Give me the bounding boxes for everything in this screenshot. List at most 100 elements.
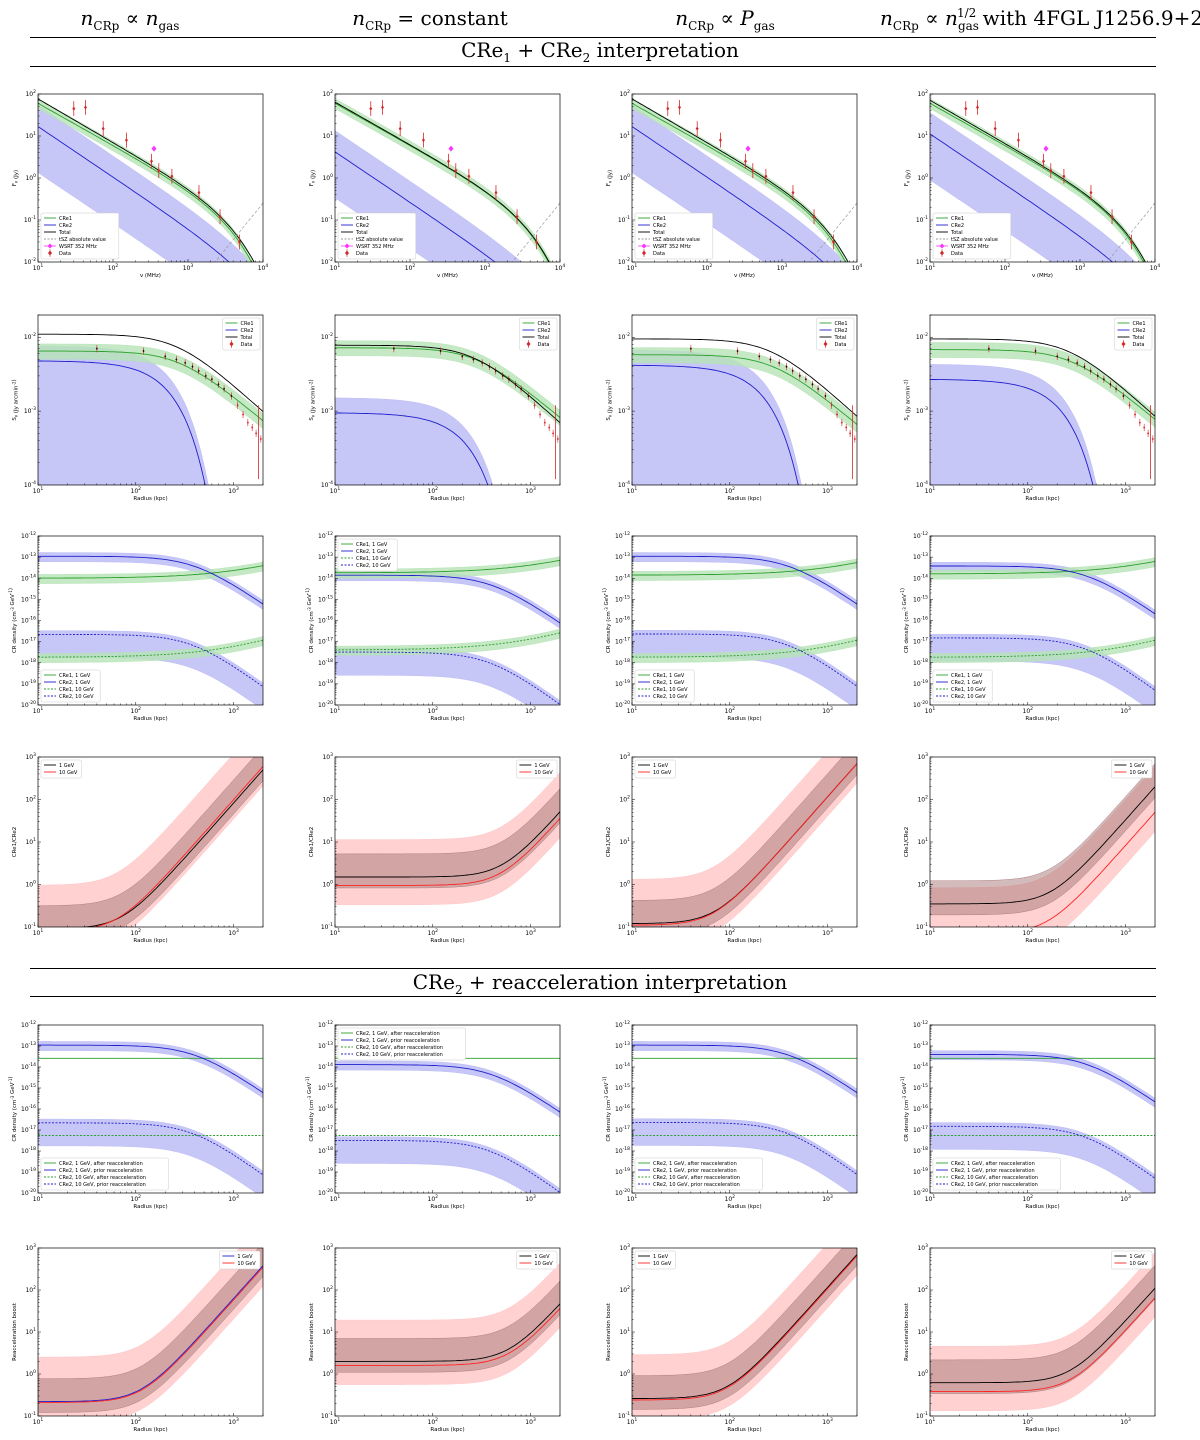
x-tick-label: 101 xyxy=(33,928,44,937)
red-band-outer xyxy=(930,766,1155,927)
y-tick-label: 10-17 xyxy=(615,1125,630,1134)
dark-band xyxy=(632,1248,857,1410)
y-tick-label: 102 xyxy=(619,795,630,804)
y-axis-label: Sν (Jy arcmin-2) xyxy=(904,379,912,420)
x-tick-label: 103 xyxy=(228,1194,239,1203)
y-axis-label: CRe1/CRe2 xyxy=(12,827,18,857)
data-point xyxy=(501,374,504,378)
x-tick-label: 103 xyxy=(1120,928,1131,937)
legend-label: Data xyxy=(1133,342,1145,348)
y-tick-label: 10-17 xyxy=(318,637,333,646)
data-point xyxy=(197,369,200,373)
cre1-10gev-line xyxy=(335,632,560,651)
x-axis-label: Radius (kpc) xyxy=(727,716,761,722)
cre1-10gev-band xyxy=(335,628,560,656)
y-tick-label: 10-17 xyxy=(21,637,36,646)
y-tick-label: 101 xyxy=(25,1327,36,1336)
cre2-line xyxy=(38,360,206,485)
x-tick-label: 103 xyxy=(1075,263,1086,272)
x-tick-label: 102 xyxy=(725,486,736,495)
y-tick-label: 10-18 xyxy=(318,1146,333,1155)
y-tick-label: 100 xyxy=(917,880,928,889)
cre2-band xyxy=(632,349,802,485)
y-tick-label: 100 xyxy=(917,1369,928,1378)
column-header-2: nCRp = constant xyxy=(352,6,508,33)
legend-marker xyxy=(641,243,647,249)
data-point xyxy=(223,387,226,391)
y-tick-label: 10-2 xyxy=(618,257,630,266)
x-tick-label: 103 xyxy=(822,1194,833,1203)
x-tick-label: 101 xyxy=(33,1417,44,1426)
x-axis-label: Radius (kpc) xyxy=(727,496,761,502)
x-tick-label: 101 xyxy=(925,486,936,495)
plot-area xyxy=(632,1041,857,1193)
legend-label: CRe2 xyxy=(951,223,964,229)
total-line xyxy=(335,344,560,424)
cre2-1gev-line xyxy=(335,574,560,624)
plot-area xyxy=(335,556,560,705)
legend-label: CRe2 xyxy=(356,223,369,229)
data-point xyxy=(1109,382,1112,386)
y-tick-label: 100 xyxy=(25,1369,36,1378)
data-point xyxy=(817,387,820,391)
y-tick-label: 10-18 xyxy=(21,1146,36,1155)
data-point xyxy=(785,365,788,369)
data-point xyxy=(543,421,546,425)
gev10-line xyxy=(335,1307,560,1366)
legend-label: 10 GeV xyxy=(653,1261,672,1267)
x-tick-label: 101 xyxy=(330,486,341,495)
y-tick-label: 101 xyxy=(917,131,928,140)
data-point xyxy=(242,413,245,417)
y-tick-label: 10-16 xyxy=(913,616,928,625)
data-point xyxy=(791,369,794,373)
x-tick-label: 102 xyxy=(428,486,439,495)
data-point xyxy=(556,437,559,441)
y-tick-label: 10-2 xyxy=(916,257,928,266)
cre2-10gev-band xyxy=(930,1122,1155,1193)
y-tick-label: 10-12 xyxy=(913,531,928,540)
legend-label: 1 GeV xyxy=(534,1254,550,1260)
cre1-band xyxy=(38,343,263,430)
y-axis-label: Fν (Jy) xyxy=(904,170,912,186)
dark-band xyxy=(38,1248,263,1413)
data-point xyxy=(1076,361,1079,365)
y-tick-label: 10-12 xyxy=(318,1020,333,1029)
data-point xyxy=(184,361,187,365)
x-axis-label: Radius (kpc) xyxy=(430,1204,464,1210)
data-point xyxy=(1122,394,1125,398)
x-axis-label: Radius (kpc) xyxy=(133,716,167,722)
cre2-10gev-band xyxy=(632,1118,857,1193)
x-tick-label: 102 xyxy=(428,1417,439,1426)
data-point xyxy=(1062,174,1066,179)
legend-label: CRe2, 10 GeV xyxy=(356,563,391,569)
plot-frame xyxy=(334,314,561,486)
header-rule xyxy=(30,37,1156,38)
cre2-band xyxy=(38,345,209,485)
plot-area xyxy=(930,763,1155,927)
x-axis-label: Radius (kpc) xyxy=(1025,1204,1059,1210)
data-point xyxy=(743,159,747,164)
y-tick-label: 10-15 xyxy=(21,594,36,603)
legend-marker xyxy=(344,243,350,249)
gev1-line xyxy=(81,769,263,927)
x-tick-label: 101 xyxy=(627,486,638,495)
data-point xyxy=(72,106,76,111)
y-axis-label: Reacceleration boost xyxy=(12,1302,18,1361)
legend-box xyxy=(516,759,558,779)
y-tick-label: 10-20 xyxy=(21,700,36,709)
legend-label: CRe2, 1 GeV xyxy=(653,680,685,686)
y-tick-label: 10-19 xyxy=(21,679,36,688)
legend-box xyxy=(932,1157,1061,1191)
cre2-1gev-line xyxy=(335,1064,560,1113)
y-tick-label: 102 xyxy=(917,89,928,98)
legend-label: Total xyxy=(355,230,368,236)
cre1-line xyxy=(335,102,549,262)
legend-label: CRe1, 1 GeV xyxy=(59,673,91,679)
data-point xyxy=(689,347,692,351)
plot-area xyxy=(38,552,263,705)
y-tick-label: 10-1 xyxy=(321,1411,333,1420)
